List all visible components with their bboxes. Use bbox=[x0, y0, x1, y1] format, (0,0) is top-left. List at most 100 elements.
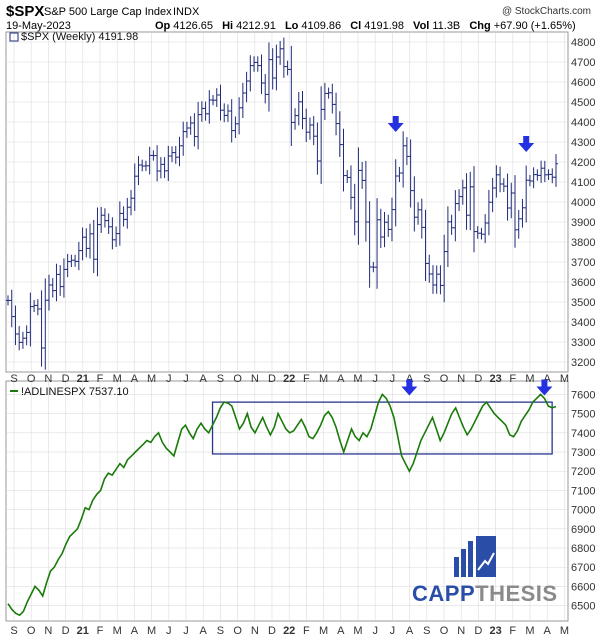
price-bar bbox=[28, 292, 33, 347]
price-bar bbox=[319, 86, 324, 185]
adline-x-tick: F bbox=[303, 625, 310, 637]
price-x-tick: M bbox=[525, 373, 534, 385]
adline-y-tick: 7000 bbox=[571, 505, 595, 517]
adline-x-tick: J bbox=[166, 625, 172, 637]
price-bar bbox=[330, 83, 335, 114]
adline-x-tick: J bbox=[372, 625, 378, 637]
price-bar bbox=[184, 121, 189, 138]
adline-legend-text: !ADLINESPX 7537.10 bbox=[21, 386, 129, 398]
adline-x-tick: J bbox=[183, 625, 189, 637]
price-x-tick: A bbox=[544, 373, 552, 385]
price-x-tick: M bbox=[353, 373, 362, 385]
price-bar bbox=[539, 160, 544, 183]
price-bar bbox=[6, 295, 10, 306]
price-y-tick: 3300 bbox=[571, 337, 595, 349]
price-bar bbox=[378, 208, 383, 249]
price-bar bbox=[255, 56, 260, 72]
price-bar bbox=[88, 223, 93, 259]
price-y-tick: 3700 bbox=[571, 257, 595, 269]
price-x-tick: N bbox=[457, 373, 465, 385]
logo-text-capp: CAPP bbox=[412, 581, 475, 606]
price-bar bbox=[20, 331, 25, 349]
price-bar bbox=[535, 169, 540, 181]
price-bar bbox=[527, 174, 532, 187]
price-x-tick: M bbox=[560, 373, 569, 385]
price-bar bbox=[401, 131, 406, 188]
price-bar bbox=[412, 176, 417, 232]
price-bar bbox=[259, 54, 264, 95]
adline-y-tick: 6900 bbox=[571, 524, 595, 536]
price-bar bbox=[278, 40, 283, 65]
price-x-tick: S bbox=[10, 373, 17, 385]
price-bar bbox=[416, 202, 421, 225]
price-bar bbox=[427, 254, 432, 283]
price-bar bbox=[181, 121, 186, 156]
price-bar bbox=[375, 198, 380, 289]
price-bar bbox=[240, 82, 245, 118]
price-bar bbox=[17, 326, 22, 351]
price-bar bbox=[196, 101, 201, 150]
price-bar bbox=[501, 178, 506, 192]
adline-x-tick: M bbox=[319, 625, 328, 637]
cl-value: 4191.98 bbox=[364, 20, 404, 32]
price-bar bbox=[32, 299, 37, 313]
price-y-tick: 4000 bbox=[571, 197, 595, 209]
adline-y-tick: 7400 bbox=[571, 428, 595, 440]
price-bar bbox=[475, 226, 480, 239]
price-bar bbox=[490, 178, 495, 213]
price-bar bbox=[341, 128, 346, 192]
price-bar bbox=[214, 88, 219, 108]
index-name: S&P 500 Large Cap Index bbox=[44, 6, 172, 18]
price-peak-arrow bbox=[387, 116, 404, 132]
adline-x-tick: M bbox=[147, 625, 156, 637]
price-bar bbox=[307, 117, 312, 140]
price-bar bbox=[54, 263, 59, 302]
price-bar bbox=[434, 265, 439, 294]
hi-value: 4212.91 bbox=[236, 20, 276, 32]
adline-x-tick: F bbox=[97, 625, 104, 637]
price-bar bbox=[102, 208, 107, 228]
price-x-tick: M bbox=[113, 373, 122, 385]
price-bar bbox=[512, 175, 517, 248]
price-bar bbox=[136, 156, 141, 186]
price-x-tick: M bbox=[147, 373, 156, 385]
price-grid bbox=[7, 33, 567, 371]
logo-text: CAPPTHESIS bbox=[412, 581, 558, 606]
price-bar bbox=[345, 169, 350, 184]
price-bar bbox=[91, 219, 96, 274]
price-bar bbox=[483, 214, 488, 244]
adline-x-tick: N bbox=[251, 625, 259, 637]
adline-x-tick: 21 bbox=[77, 625, 89, 637]
price-y-tick: 4600 bbox=[571, 77, 595, 89]
price-bar bbox=[143, 160, 148, 172]
price-y-tick: 3500 bbox=[571, 297, 595, 309]
price-x-tick: A bbox=[406, 373, 414, 385]
price-bar bbox=[460, 179, 465, 205]
price-y-tick: 4400 bbox=[571, 117, 595, 129]
copyright: @ StockCharts.com bbox=[502, 6, 591, 17]
price-y-tick: 4200 bbox=[571, 157, 595, 169]
price-bar bbox=[69, 254, 74, 268]
price-x-tick: J bbox=[166, 373, 172, 385]
price-bar bbox=[449, 214, 454, 235]
adline-x-tick: 23 bbox=[489, 625, 501, 637]
adline-y-tick: 6600 bbox=[571, 581, 595, 593]
price-bar bbox=[419, 198, 424, 239]
adline-y-tick: 7200 bbox=[571, 466, 595, 478]
price-bar bbox=[334, 92, 339, 136]
price-x-tick: D bbox=[474, 373, 482, 385]
price-bar bbox=[95, 207, 100, 277]
price-bar bbox=[546, 169, 551, 180]
adline-y-tick: 7600 bbox=[571, 389, 595, 401]
cl-label: Cl bbox=[350, 20, 361, 32]
adline-x-tick: M bbox=[353, 625, 362, 637]
price-bar bbox=[479, 227, 484, 240]
price-x-tick: 22 bbox=[283, 373, 295, 385]
price-bar bbox=[367, 201, 372, 288]
price-bar bbox=[445, 206, 450, 268]
price-bar bbox=[293, 108, 298, 130]
price-bar bbox=[50, 278, 55, 298]
adline-x-tick: A bbox=[200, 625, 208, 637]
price-bar bbox=[244, 71, 249, 103]
